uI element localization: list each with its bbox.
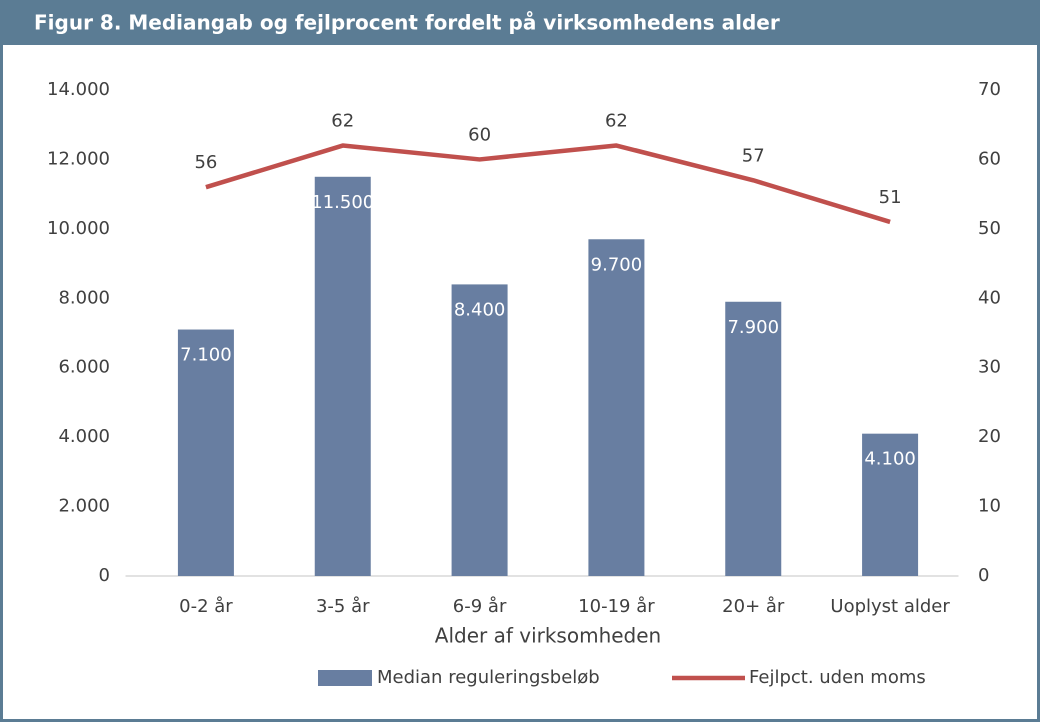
bar	[177, 329, 234, 576]
y-tick-label: 10.000	[47, 218, 110, 239]
bar-value-label: 7.100	[180, 345, 232, 366]
x-tick-label: 20+ år	[722, 596, 785, 617]
legend-label: Median reguleringsbeløb	[377, 667, 600, 688]
line-value-label: 62	[605, 111, 628, 132]
y-tick-label: 4.000	[58, 426, 110, 447]
x-tick-label: 10-19 år	[578, 596, 655, 617]
title-bar	[0, 0, 1040, 45]
line-value-label: 51	[879, 187, 902, 208]
y2-tick-label: 60	[978, 148, 1001, 169]
y-tick-label: 0	[99, 565, 110, 586]
x-tick-label: 0-2 år	[179, 596, 233, 617]
legend-label: Fejlpct. uden moms	[749, 667, 926, 688]
x-tick-label: 6-9 år	[453, 596, 507, 617]
y-tick-label: 14.000	[47, 79, 110, 100]
legend-swatch	[318, 670, 372, 686]
bar-value-label: 4.100	[864, 449, 916, 470]
bar	[725, 301, 782, 576]
bar-value-label: 8.400	[454, 299, 506, 320]
x-tick-label: 3-5 år	[316, 596, 370, 617]
y2-tick-label: 0	[978, 565, 989, 586]
bar	[451, 284, 508, 576]
bar-value-label: 7.900	[727, 317, 779, 338]
y-tick-label: 8.000	[58, 287, 110, 308]
x-axis-title: Alder af virksomheden	[435, 624, 661, 648]
line	[205, 143, 891, 225]
line-value-label: 56	[194, 152, 217, 173]
line-value-label: 62	[331, 111, 354, 132]
bar-value-label: 9.700	[591, 254, 643, 275]
line-value-label: 57	[742, 145, 765, 166]
y2-tick-label: 20	[978, 426, 1001, 447]
y2-tick-label: 70	[978, 79, 1001, 100]
bar	[588, 239, 645, 576]
bar-value-label: 11.500	[311, 192, 374, 213]
bar	[314, 176, 371, 577]
y2-tick-label: 30	[978, 357, 1001, 378]
y-tick-label: 6.000	[58, 357, 110, 378]
y2-tick-label: 50	[978, 218, 1001, 239]
chart-title: Figur 8. Mediangab og fejlprocent fordel…	[34, 11, 780, 35]
y2-tick-label: 10	[978, 496, 1001, 517]
y-tick-label: 12.000	[47, 148, 110, 169]
line-value-label: 60	[468, 124, 491, 145]
y2-tick-label: 40	[978, 287, 1001, 308]
x-tick-label: Uoplyst alder	[830, 596, 950, 617]
bar	[862, 433, 919, 576]
y-tick-label: 2.000	[58, 496, 110, 517]
